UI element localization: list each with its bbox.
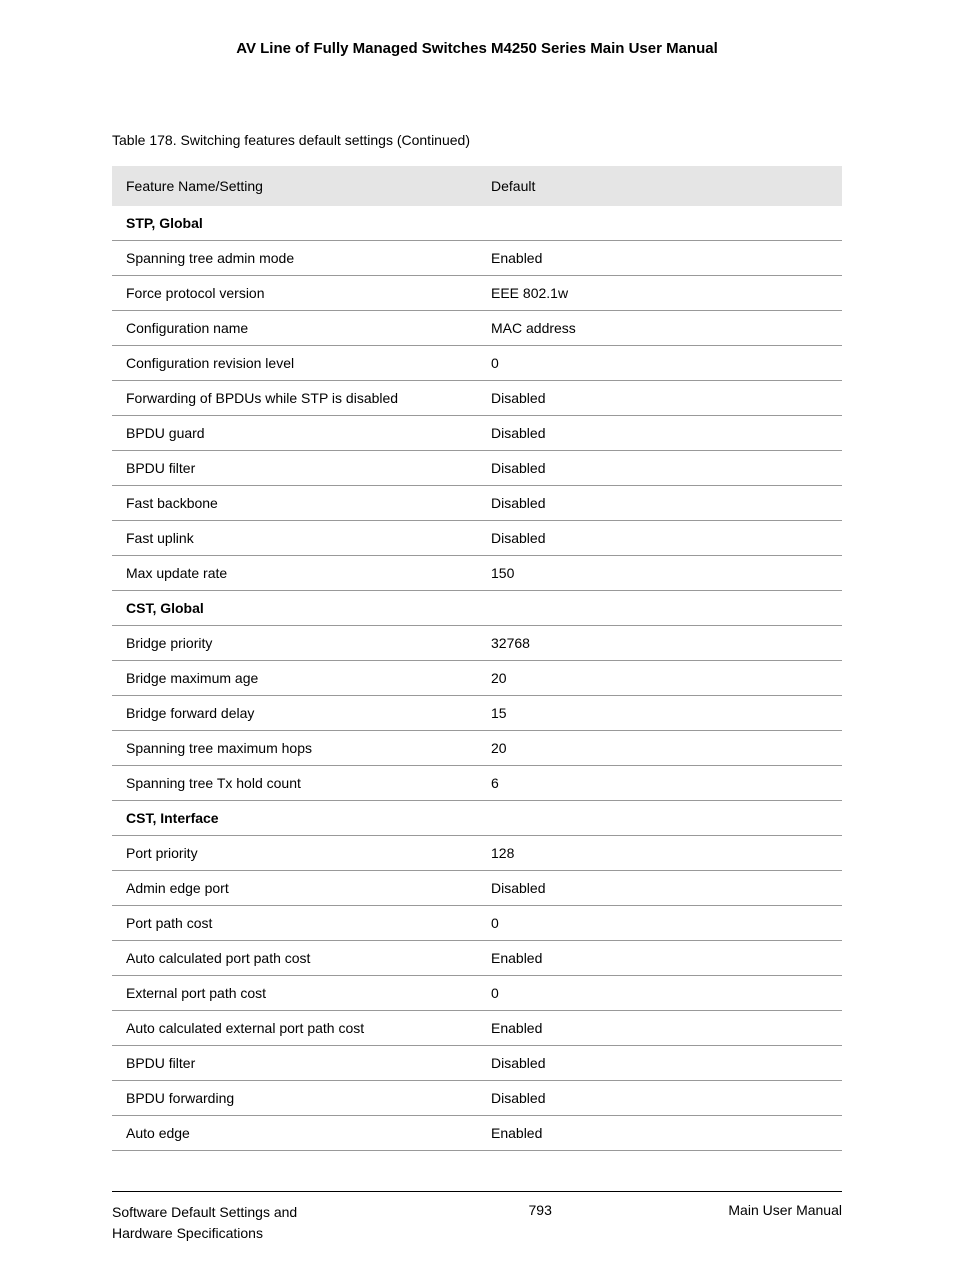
default-value-cell: Disabled (477, 486, 842, 521)
default-value-cell: 0 (477, 346, 842, 381)
default-value-cell: 20 (477, 661, 842, 696)
default-value-cell: Disabled (477, 521, 842, 556)
table-row: Fast uplinkDisabled (112, 521, 842, 556)
table-header-row: Feature Name/Setting Default (112, 166, 842, 206)
feature-name-cell: Bridge forward delay (112, 696, 477, 731)
table-row: BPDU filterDisabled (112, 1046, 842, 1081)
section-label: STP, Global (112, 206, 842, 241)
table-row: Spanning tree maximum hops20 (112, 731, 842, 766)
table-row: Configuration revision level0 (112, 346, 842, 381)
section-label: CST, Interface (112, 801, 842, 836)
table-row: External port path cost0 (112, 976, 842, 1011)
feature-name-cell: Bridge priority (112, 626, 477, 661)
feature-name-cell: Configuration name (112, 311, 477, 346)
feature-name-cell: BPDU guard (112, 416, 477, 451)
page-footer: Software Default Settings and Hardware S… (112, 1191, 842, 1244)
feature-name-cell: Auto calculated port path cost (112, 941, 477, 976)
table-row: Auto edgeEnabled (112, 1116, 842, 1151)
table-row: Max update rate150 (112, 556, 842, 591)
feature-name-cell: Force protocol version (112, 276, 477, 311)
table-row: Spanning tree Tx hold count6 (112, 766, 842, 801)
default-value-cell: Enabled (477, 941, 842, 976)
page-title: AV Line of Fully Managed Switches M4250 … (112, 40, 842, 57)
default-value-cell: Disabled (477, 416, 842, 451)
default-value-cell: Disabled (477, 381, 842, 416)
table-row: Forwarding of BPDUs while STP is disable… (112, 381, 842, 416)
table-row: Bridge maximum age20 (112, 661, 842, 696)
feature-name-cell: BPDU forwarding (112, 1081, 477, 1116)
table-row: BPDU filterDisabled (112, 451, 842, 486)
table-caption: Table 178. Switching features default se… (112, 132, 842, 148)
table-row: Admin edge portDisabled (112, 871, 842, 906)
default-value-cell: 20 (477, 731, 842, 766)
feature-name-cell: Bridge maximum age (112, 661, 477, 696)
footer-page-number: 793 (529, 1202, 552, 1218)
default-value-cell: 15 (477, 696, 842, 731)
feature-name-cell: Auto calculated external port path cost (112, 1011, 477, 1046)
table-row: Force protocol versionEEE 802.1w (112, 276, 842, 311)
default-value-cell: 0 (477, 906, 842, 941)
table-row: Configuration nameMAC address (112, 311, 842, 346)
feature-name-cell: BPDU filter (112, 1046, 477, 1081)
feature-name-cell: Configuration revision level (112, 346, 477, 381)
default-value-cell: EEE 802.1w (477, 276, 842, 311)
default-value-cell: Enabled (477, 241, 842, 276)
table-row: CST, Global (112, 591, 842, 626)
col-header-feature: Feature Name/Setting (112, 166, 477, 206)
feature-name-cell: BPDU filter (112, 451, 477, 486)
table-row: Spanning tree admin modeEnabled (112, 241, 842, 276)
feature-name-cell: Admin edge port (112, 871, 477, 906)
default-value-cell: MAC address (477, 311, 842, 346)
table-row: BPDU guardDisabled (112, 416, 842, 451)
table-row: Port priority128 (112, 836, 842, 871)
default-value-cell: Disabled (477, 871, 842, 906)
feature-name-cell: Port priority (112, 836, 477, 871)
feature-name-cell: Spanning tree Tx hold count (112, 766, 477, 801)
table-row: Bridge priority32768 (112, 626, 842, 661)
table-row: Auto calculated port path costEnabled (112, 941, 842, 976)
table-row: Bridge forward delay15 (112, 696, 842, 731)
footer-left: Software Default Settings and Hardware S… (112, 1202, 352, 1244)
table-row: CST, Interface (112, 801, 842, 836)
default-value-cell: Enabled (477, 1011, 842, 1046)
feature-name-cell: Forwarding of BPDUs while STP is disable… (112, 381, 477, 416)
table-row: Fast backboneDisabled (112, 486, 842, 521)
default-value-cell: 32768 (477, 626, 842, 661)
feature-name-cell: Fast backbone (112, 486, 477, 521)
col-header-default: Default (477, 166, 842, 206)
default-value-cell: Disabled (477, 1081, 842, 1116)
default-value-cell: 6 (477, 766, 842, 801)
settings-table: Feature Name/Setting Default STP, Global… (112, 166, 842, 1151)
feature-name-cell: Port path cost (112, 906, 477, 941)
default-value-cell: Enabled (477, 1116, 842, 1151)
default-value-cell: 150 (477, 556, 842, 591)
feature-name-cell: Spanning tree admin mode (112, 241, 477, 276)
section-label: CST, Global (112, 591, 842, 626)
feature-name-cell: External port path cost (112, 976, 477, 1011)
default-value-cell: Disabled (477, 451, 842, 486)
table-row: STP, Global (112, 206, 842, 241)
default-value-cell: 128 (477, 836, 842, 871)
default-value-cell: Disabled (477, 1046, 842, 1081)
table-row: Auto calculated external port path costE… (112, 1011, 842, 1046)
feature-name-cell: Auto edge (112, 1116, 477, 1151)
table-row: Port path cost0 (112, 906, 842, 941)
feature-name-cell: Max update rate (112, 556, 477, 591)
feature-name-cell: Fast uplink (112, 521, 477, 556)
table-row: BPDU forwardingDisabled (112, 1081, 842, 1116)
footer-right: Main User Manual (728, 1202, 842, 1218)
default-value-cell: 0 (477, 976, 842, 1011)
feature-name-cell: Spanning tree maximum hops (112, 731, 477, 766)
